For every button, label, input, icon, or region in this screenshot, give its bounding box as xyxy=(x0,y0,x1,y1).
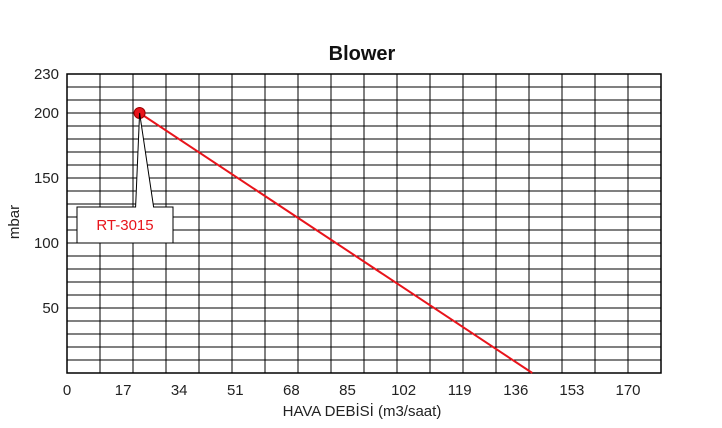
x-tick-label: 170 xyxy=(615,382,640,399)
y-tick-label: 200 xyxy=(34,105,59,122)
y-tick-label: 150 xyxy=(34,170,59,187)
callout-box xyxy=(76,112,174,244)
x-tick-label: 68 xyxy=(283,382,300,399)
y-tick-labels: 50 100 150 200 230 xyxy=(34,66,59,317)
x-tick-label: 51 xyxy=(227,382,244,399)
x-tick-label: 153 xyxy=(559,382,584,399)
x-axis-label: HAVA DEBİSİ (m3/saat) xyxy=(283,402,442,420)
x-tick-label: 34 xyxy=(171,382,188,399)
grid xyxy=(66,73,662,374)
y-tick-label: 100 xyxy=(34,235,59,252)
plot-frame xyxy=(66,73,662,374)
y-tick-label: 50 xyxy=(42,300,59,317)
x-tick-label: 119 xyxy=(448,382,472,399)
series-line xyxy=(139,112,533,374)
x-tick-label: 136 xyxy=(503,382,528,399)
x-tick-labels: 0 17 34 51 68 85 102 119 136 153 170 xyxy=(63,382,641,399)
callout: RT-3015 xyxy=(76,112,174,244)
series-group xyxy=(133,107,533,374)
x-tick-label: 17 xyxy=(115,382,132,399)
x-tick-label: 0 xyxy=(63,382,71,399)
callout-label: RT-3015 xyxy=(96,217,153,234)
chart-title: Blower xyxy=(329,43,396,65)
y-axis-label: mbar xyxy=(6,205,23,239)
x-tick-label: 85 xyxy=(339,382,356,399)
y-tick-label: 230 xyxy=(34,66,59,83)
x-tick-label: 102 xyxy=(391,382,416,399)
